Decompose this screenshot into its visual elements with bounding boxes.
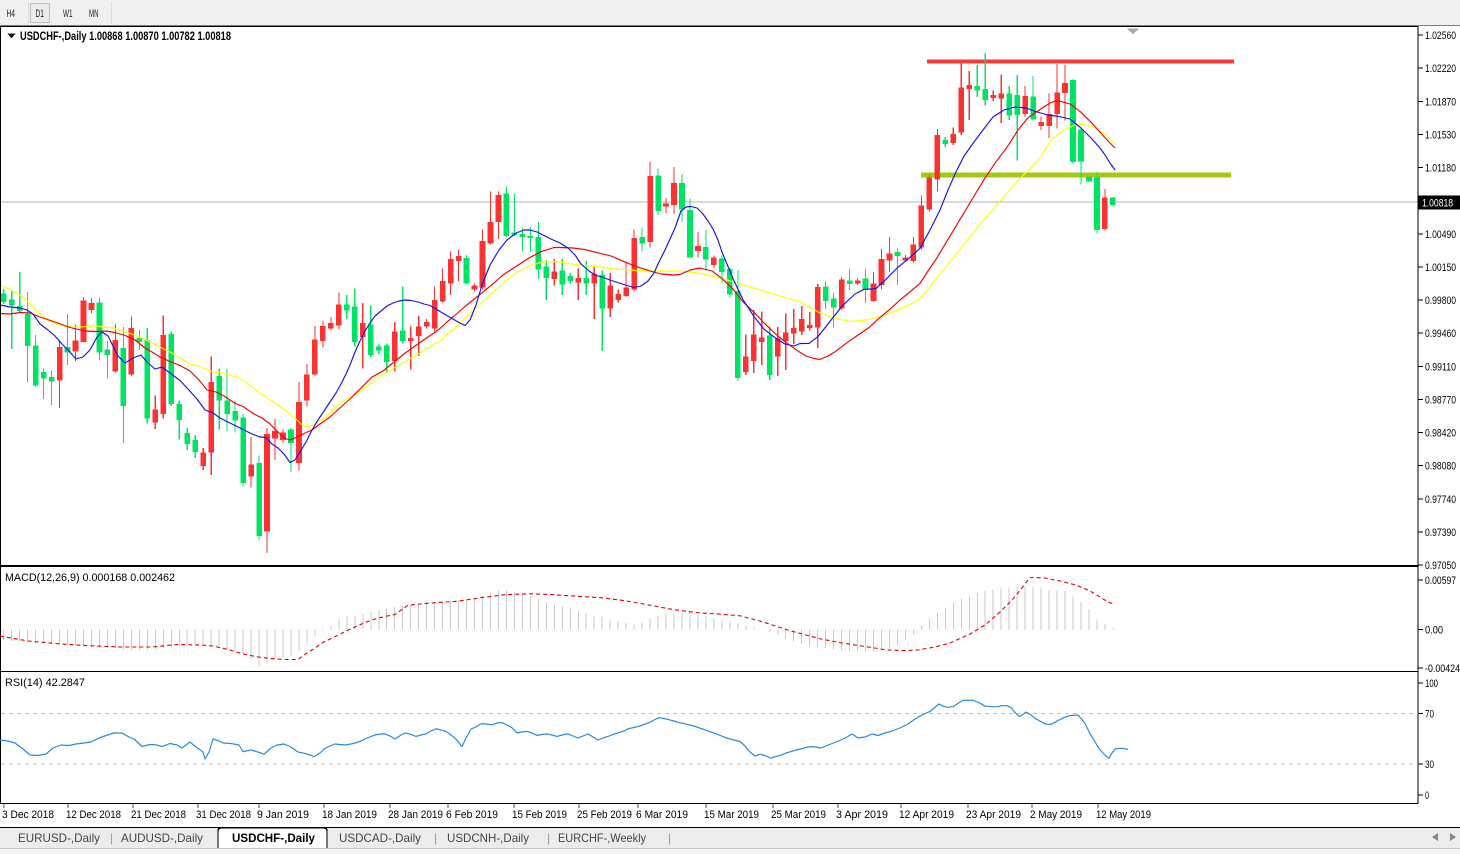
svg-text:0.99800: 0.99800 [1425,295,1456,307]
svg-text:-0.004243: -0.004243 [1425,663,1460,675]
svg-text:USDCAD-,Daily: USDCAD-,Daily [339,831,421,845]
svg-text:W1: W1 [63,8,73,20]
svg-text:EURCHF-,Weekly: EURCHF-,Weekly [558,831,646,845]
svg-text:12 Apr 2019: 12 Apr 2019 [899,809,954,821]
svg-text:USDCHF-,Daily 1.00868 1.00870: USDCHF-,Daily 1.00868 1.00870 1.00782 1.… [20,31,231,43]
svg-text:6 Feb 2019: 6 Feb 2019 [446,809,498,821]
svg-text:|: | [434,831,437,845]
svg-text:6 Mar 2019: 6 Mar 2019 [636,809,688,821]
svg-text:|: | [668,831,671,845]
svg-text:15 Mar 2019: 15 Mar 2019 [704,809,759,821]
svg-text:31 Dec 2018: 31 Dec 2018 [196,809,251,821]
svg-text:RSI(14) 42.2847: RSI(14) 42.2847 [5,677,85,689]
svg-text:USDCNH-,Daily: USDCNH-,Daily [447,831,529,845]
svg-text:3 Apr 2019: 3 Apr 2019 [836,809,888,821]
svg-text:|: | [547,831,550,845]
svg-text:USDCHF-,Daily: USDCHF-,Daily [232,831,315,845]
svg-text:1.01180: 1.01180 [1425,163,1456,175]
svg-text:21 Dec 2018: 21 Dec 2018 [131,809,186,821]
svg-text:0.98080: 0.98080 [1425,461,1456,473]
svg-text:0.99110: 0.99110 [1425,361,1456,373]
svg-text:1.00818: 1.00818 [1422,198,1453,210]
svg-text:2 May 2019: 2 May 2019 [1030,809,1082,821]
svg-text:AUDUSD-,Daily: AUDUSD-,Daily [121,831,203,845]
svg-text:25 Mar 2019: 25 Mar 2019 [771,809,826,821]
svg-text:1.02220: 1.02220 [1425,63,1456,75]
svg-text:0.97390: 0.97390 [1425,527,1456,539]
svg-text:1.00150: 1.00150 [1425,262,1456,274]
svg-text:12 Dec 2018: 12 Dec 2018 [66,809,121,821]
svg-text:1.01870: 1.01870 [1425,96,1456,108]
svg-text:MN: MN [89,8,99,20]
svg-text:EURUSD-,Daily: EURUSD-,Daily [18,831,100,845]
svg-text:25 Feb 2019: 25 Feb 2019 [577,809,632,821]
svg-text:0.98770: 0.98770 [1425,394,1456,406]
svg-text:1.02560: 1.02560 [1425,30,1456,42]
svg-text:0.00: 0.00 [1425,625,1443,637]
svg-text:0.98420: 0.98420 [1425,428,1456,440]
svg-text:0: 0 [1425,790,1429,802]
svg-text:15 Feb 2019: 15 Feb 2019 [512,809,567,821]
svg-text:0.99460: 0.99460 [1425,328,1456,340]
svg-text:0.97740: 0.97740 [1425,494,1456,506]
svg-text:100: 100 [1425,678,1438,690]
svg-text:1.00490: 1.00490 [1425,229,1456,241]
svg-text:MACD(12,26,9) 0.000168 0.00246: MACD(12,26,9) 0.000168 0.002462 [5,572,175,584]
svg-text:|: | [110,831,113,845]
svg-text:3 Dec 2018: 3 Dec 2018 [2,809,54,821]
svg-text:0.00597: 0.00597 [1425,575,1456,587]
svg-text:1.01530: 1.01530 [1425,129,1456,141]
svg-text:18 Jan 2019: 18 Jan 2019 [322,809,377,821]
svg-text:30: 30 [1425,759,1434,771]
svg-text:D1: D1 [36,8,45,20]
svg-text:0.97050: 0.97050 [1425,560,1456,572]
svg-text:70: 70 [1425,709,1434,721]
svg-text:9 Jan 2019: 9 Jan 2019 [257,809,309,821]
svg-text:H4: H4 [7,8,16,20]
svg-text:12 May 2019: 12 May 2019 [1096,809,1151,821]
svg-text:28 Jan 2019: 28 Jan 2019 [388,809,443,821]
svg-text:23 Apr 2019: 23 Apr 2019 [966,809,1021,821]
